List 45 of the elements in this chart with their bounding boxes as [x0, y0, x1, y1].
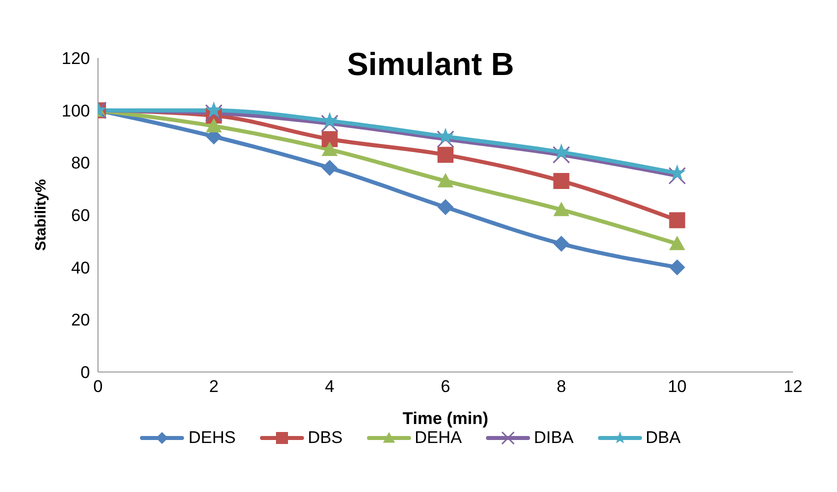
point: [669, 212, 686, 228]
legend-label: DEHA: [414, 428, 462, 448]
point: [322, 160, 338, 176]
point: [322, 131, 338, 148]
point: [438, 146, 454, 163]
legend-label: DBS: [306, 428, 343, 448]
legend-label: DBA: [644, 428, 681, 448]
x-tick-label: 0: [93, 377, 103, 396]
legend-label: DIBA: [532, 428, 574, 448]
point: [553, 172, 570, 189]
point: [669, 259, 686, 276]
x-tick-label: 12: [784, 377, 802, 396]
point: [669, 236, 686, 250]
point: [322, 142, 338, 156]
point: [668, 164, 686, 180]
y-tick-label: 120: [62, 49, 90, 68]
point: [436, 130, 454, 148]
y-tick-label: 0: [80, 363, 90, 382]
x-axis-title: Time (min): [402, 409, 488, 428]
x-tick-label: 6: [440, 377, 450, 396]
point: [438, 172, 454, 188]
point: [206, 118, 222, 132]
y-tick-label: 20: [71, 310, 90, 330]
x-tick-label: 2: [209, 377, 219, 396]
y-tick-label: 60: [71, 206, 90, 226]
y-tick-label: 80: [71, 154, 90, 173]
point: [553, 236, 570, 252]
legend-label: DEHS: [187, 428, 236, 448]
point: [320, 114, 338, 132]
x-tick-label: 4: [324, 377, 334, 396]
y-tick-label: 40: [71, 258, 90, 278]
point: [668, 167, 686, 184]
point: [205, 104, 223, 122]
point: [205, 102, 222, 118]
point: [437, 128, 454, 144]
y-axis-title: Stability%: [32, 179, 50, 251]
chart-title: Simulant B: [346, 46, 514, 82]
y-tick-label: 100: [62, 101, 90, 120]
point: [552, 146, 570, 164]
x-tick-label: 10: [668, 377, 687, 396]
point: [552, 143, 570, 160]
x-tick-label: 8: [556, 377, 566, 396]
point: [553, 202, 570, 216]
point: [438, 199, 454, 216]
point: [321, 112, 338, 128]
